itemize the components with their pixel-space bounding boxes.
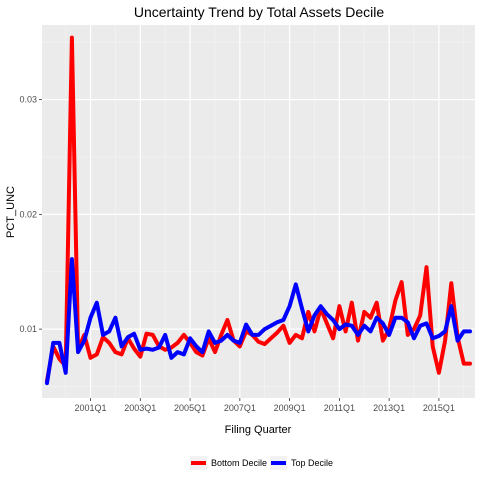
- legend-label-2: Top Decile: [291, 458, 333, 468]
- y-axis-ticks: 0.01 0.02 0.03: [19, 95, 42, 334]
- x-tick-label: 2005Q1: [174, 403, 206, 413]
- y-tick-label: 0.03: [19, 95, 37, 105]
- x-tick-label: 2003Q1: [124, 403, 156, 413]
- legend-label-1: Bottom Decile: [211, 458, 267, 468]
- y-tick-label: 0.02: [19, 209, 37, 219]
- legend: Bottom Decile Top Decile: [190, 456, 333, 470]
- y-axis-title: PCT_UNC: [5, 186, 17, 238]
- minor-gridlines: [42, 25, 475, 398]
- x-tick-label: 2011Q1: [324, 403, 355, 413]
- series-lines: [45, 35, 472, 386]
- x-tick-label: 2015Q1: [423, 403, 455, 413]
- x-axis-ticks: 2001Q1 2003Q1 2005Q1 2007Q1 2009Q1 2011Q1 2013…: [75, 398, 455, 413]
- series-line-1: [45, 35, 472, 383]
- x-tick-label: 2009Q1: [274, 403, 306, 413]
- chart-title: Uncertainty Trend by Total Assets Decile: [134, 4, 385, 20]
- major-gridlines: [42, 25, 475, 398]
- y-tick-label: 0.01: [19, 324, 37, 334]
- x-tick-label: 2013Q1: [373, 403, 405, 413]
- x-tick-label: 2007Q1: [224, 403, 256, 413]
- x-tick-label: 2001Q1: [75, 403, 107, 413]
- series-line-2: [45, 257, 472, 386]
- x-axis-title: Filing Quarter: [225, 424, 292, 436]
